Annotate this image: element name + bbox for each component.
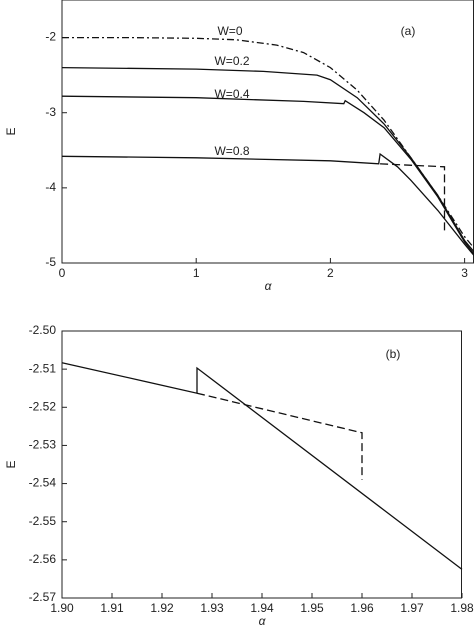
y-tick-label: -2.53: [29, 438, 57, 452]
x-tick-label: 1.95: [300, 601, 324, 615]
y-tick-label: -2.52: [29, 399, 57, 413]
curve: [62, 36, 474, 249]
y-tick-label: -3: [45, 105, 56, 119]
x-tick-label: 3: [461, 266, 468, 280]
curve-label: W=0: [217, 24, 242, 38]
y-tick-label: -5: [45, 255, 56, 269]
y-tick-label: -2.57: [29, 590, 57, 604]
x-tick-label: 1.92: [150, 601, 174, 615]
y-tick-label: -2.50: [29, 323, 57, 337]
y-tick-label: -2.56: [29, 552, 57, 566]
x-tick-label: 1.96: [350, 601, 374, 615]
x-tick-label: 2: [327, 266, 334, 280]
curve-label: W=0.2: [214, 54, 249, 68]
x-axis-label: α: [259, 614, 267, 628]
curve-label: W=0.4: [214, 87, 249, 101]
x-tick-label: 1.94: [250, 601, 274, 615]
x-tick-label: 1: [193, 266, 200, 280]
curve: [61, 95, 474, 255]
x-tick-label: 1.97: [400, 601, 424, 615]
y-tick-label: -2.51: [29, 361, 57, 375]
y-tick-label: -2.55: [29, 514, 57, 528]
x-tick-label: 1.98: [450, 601, 474, 615]
x-axis-label: α: [265, 279, 273, 293]
y-tick-label: -2.54: [29, 476, 57, 490]
plot-frame: [61, 330, 462, 599]
curve: [61, 362, 463, 570]
panel-label: (a): [401, 24, 416, 38]
plot-frame: [61, 0, 474, 264]
curve: [196, 392, 363, 480]
curve: [61, 66, 474, 253]
x-tick-label: 1.90: [50, 601, 74, 615]
x-tick-label: 0: [59, 266, 66, 280]
y-tick-label: -4: [45, 180, 56, 194]
y-tick-label: -2: [45, 30, 56, 44]
curve: [380, 163, 446, 233]
curve-label: W=0.8: [214, 144, 249, 158]
y-axis-label: E: [4, 460, 18, 468]
y-axis-label: E: [4, 127, 18, 135]
x-tick-label: 1.91: [100, 601, 124, 615]
x-tick-label: 1.93: [200, 601, 224, 615]
curve: [61, 152, 474, 256]
panel-label: (b): [386, 347, 401, 361]
